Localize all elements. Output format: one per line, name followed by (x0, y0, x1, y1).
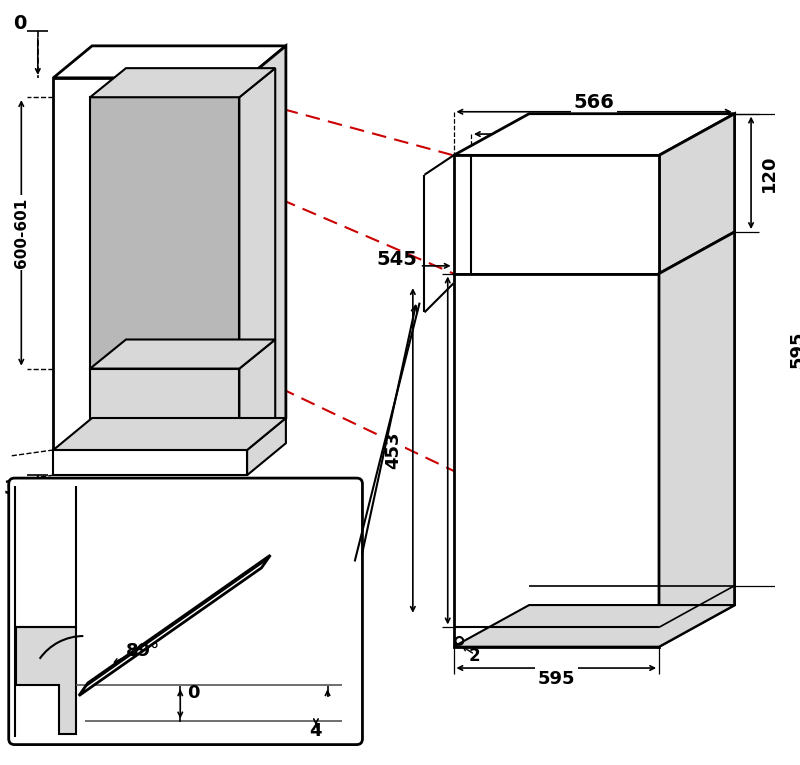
Polygon shape (454, 155, 659, 274)
Polygon shape (90, 340, 275, 369)
Text: 4: 4 (310, 722, 322, 740)
Text: 545: 545 (377, 249, 418, 269)
Polygon shape (79, 555, 270, 695)
Polygon shape (659, 114, 734, 274)
Polygon shape (454, 114, 734, 155)
Text: 595: 595 (538, 669, 575, 688)
Polygon shape (54, 418, 286, 450)
Text: 450: 450 (185, 486, 226, 505)
Text: 600-601: 600-601 (14, 198, 29, 268)
Text: 0: 0 (13, 14, 26, 33)
Polygon shape (454, 274, 659, 646)
Text: 575: 575 (460, 431, 478, 469)
Text: 547: 547 (582, 116, 623, 135)
Polygon shape (239, 340, 275, 450)
Text: 89°: 89° (126, 642, 161, 659)
Polygon shape (90, 97, 239, 369)
Polygon shape (90, 369, 239, 450)
Text: 0: 0 (187, 684, 200, 702)
Text: 566: 566 (574, 93, 614, 112)
Polygon shape (454, 605, 734, 646)
Polygon shape (90, 68, 275, 97)
Polygon shape (54, 78, 247, 450)
Polygon shape (239, 68, 275, 369)
Polygon shape (659, 232, 734, 646)
Polygon shape (54, 450, 247, 475)
Text: 2: 2 (469, 647, 481, 666)
Text: 595: 595 (789, 331, 800, 369)
Polygon shape (17, 627, 75, 734)
Text: 20: 20 (479, 628, 502, 646)
Text: 135: 135 (575, 177, 612, 195)
Text: 18: 18 (470, 224, 495, 242)
Text: 550: 550 (142, 171, 188, 191)
FancyBboxPatch shape (9, 478, 362, 744)
Text: 30: 30 (4, 479, 31, 498)
Text: 453: 453 (385, 431, 402, 469)
Polygon shape (247, 418, 286, 475)
Polygon shape (247, 46, 286, 450)
Text: 560-568: 560-568 (117, 327, 213, 347)
Polygon shape (54, 46, 286, 78)
Text: 120: 120 (759, 154, 778, 191)
